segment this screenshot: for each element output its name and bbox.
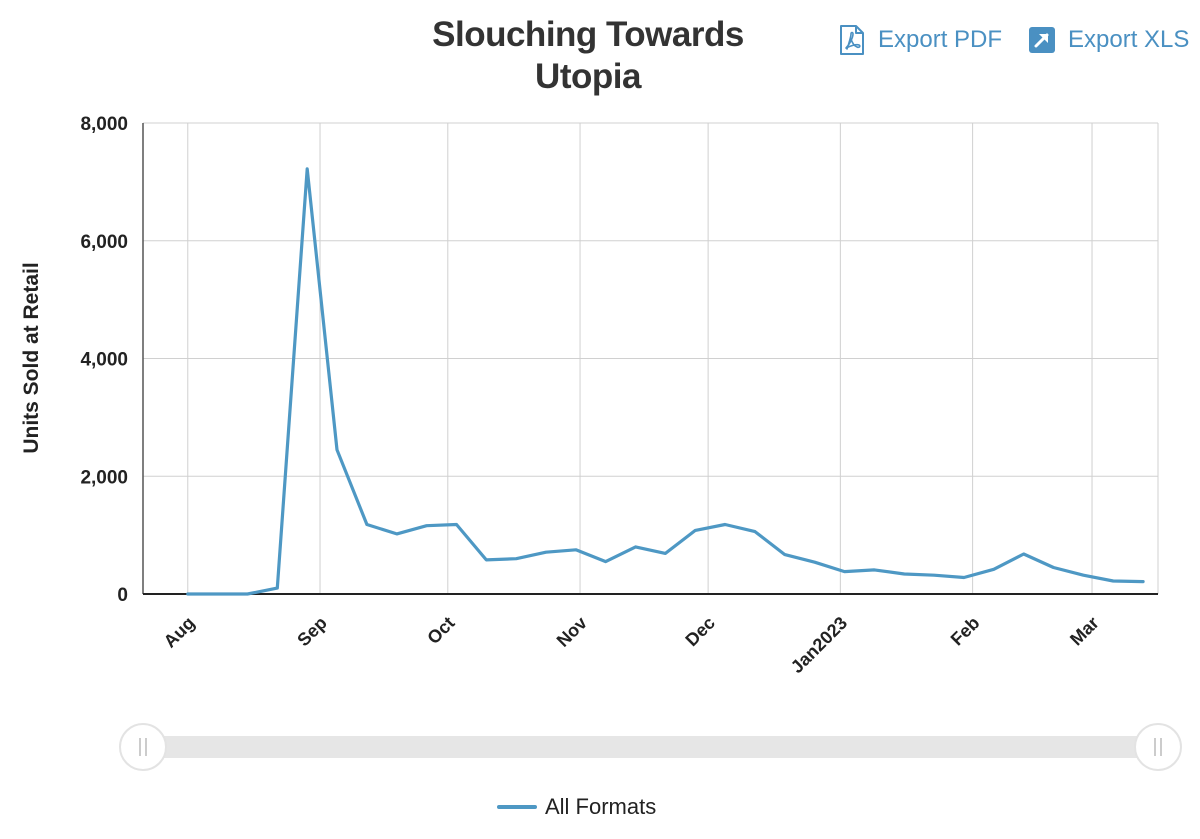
x-tick-label: Nov [553, 613, 591, 651]
legend-label: All Formats [545, 794, 657, 819]
export-pdf-label: Export PDF [878, 26, 1003, 53]
chart-title-line-2: Utopia [535, 57, 641, 96]
x-tick-label: Feb [947, 613, 984, 650]
chart-title: Slouching Towards Utopia [388, 14, 788, 98]
navigator-left-handle[interactable] [119, 723, 167, 771]
y-tick-label: 6,000 [80, 232, 128, 253]
navigator-track[interactable] [143, 736, 1158, 758]
navigator-right-handle[interactable] [1134, 723, 1182, 771]
y-tick-label: 2,000 [80, 467, 128, 488]
external-link-icon [1029, 27, 1055, 53]
legend-item-all-formats[interactable]: All Formats [497, 794, 656, 820]
x-axis-ticks: Aug Sep Oct Nov Dec Jan2023 Feb Mar [160, 613, 1103, 677]
export-pdf-button[interactable]: Export PDF [838, 22, 1002, 58]
x-tick-label: Dec [681, 613, 718, 650]
x-tick-label: Mar [1066, 613, 1103, 650]
grid [143, 122, 1159, 594]
x-tick-label: Jan2023 [787, 613, 851, 677]
y-tick-label: 0 [117, 585, 128, 606]
series-line-all-formats[interactable] [186, 167, 1145, 596]
export-xls-button[interactable]: Export XLS [1028, 22, 1189, 58]
range-navigator[interactable] [119, 723, 1182, 771]
export-xls-label: Export XLS [1068, 26, 1190, 53]
y-tick-label: 4,000 [80, 350, 128, 371]
x-tick-label: Oct [423, 613, 458, 648]
chart-title-line-1: Slouching Towards [432, 15, 744, 54]
legend-swatch [497, 805, 537, 809]
axes [142, 123, 1158, 595]
y-axis-ticks: 0 2,000 4,000 6,000 8,000 [80, 114, 128, 606]
pdf-file-icon [840, 25, 864, 55]
series[interactable] [186, 167, 1145, 596]
x-tick-label: Sep [293, 613, 330, 650]
y-axis-label: Units Sold at Retail [20, 262, 43, 453]
y-tick-label: 8,000 [80, 114, 128, 135]
x-tick-label: Aug [160, 613, 199, 652]
